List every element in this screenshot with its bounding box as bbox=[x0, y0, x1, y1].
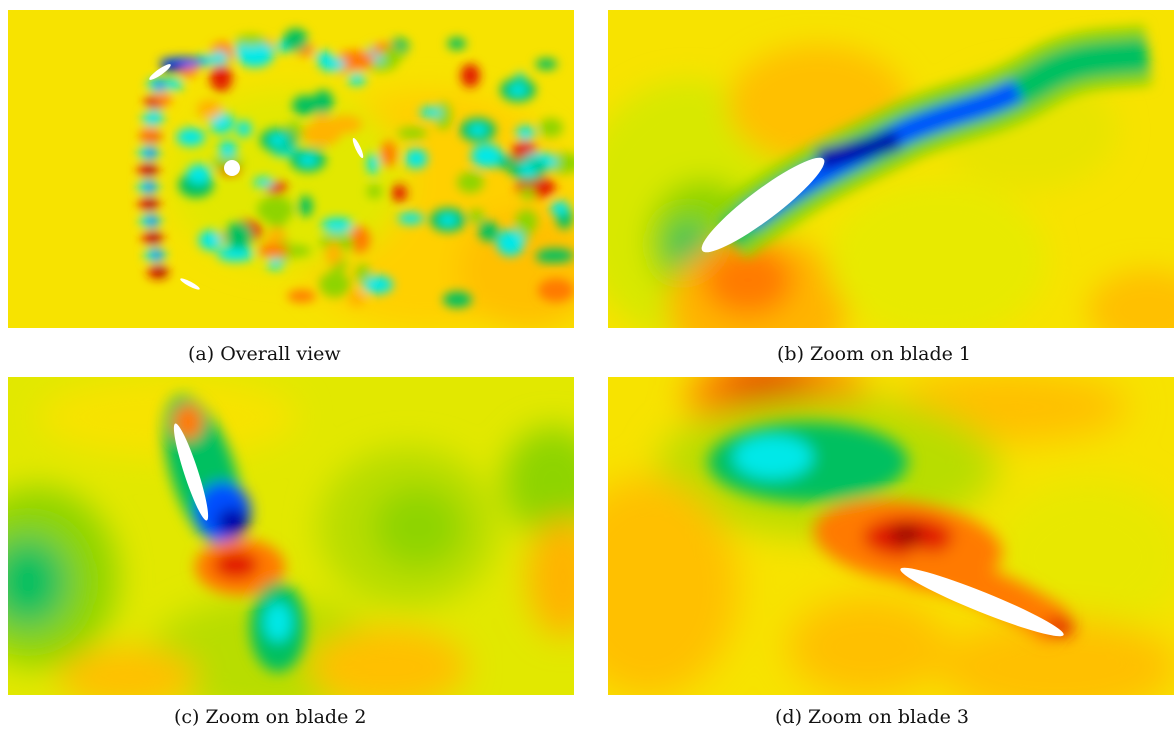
blade-3-field bbox=[608, 377, 1174, 695]
vortex-blob bbox=[460, 63, 481, 88]
vortex-blob bbox=[469, 124, 487, 136]
vortex-blob bbox=[550, 200, 570, 216]
vortex-blob bbox=[154, 81, 166, 89]
vortex-blob bbox=[519, 164, 537, 176]
vortex-blob bbox=[140, 127, 159, 140]
vortex-blob bbox=[404, 148, 428, 169]
vortex-blob bbox=[515, 209, 538, 234]
vortex-blob bbox=[144, 183, 157, 191]
vortex-blob bbox=[256, 196, 294, 224]
vortex-blob bbox=[537, 278, 574, 302]
blade-2-airfoil bbox=[173, 423, 209, 521]
blade-1-shape bbox=[149, 64, 171, 80]
vortex-pattern bbox=[137, 28, 574, 308]
vortex-blob bbox=[319, 57, 346, 72]
panel-zoom-blade-2 bbox=[8, 377, 574, 695]
vortex-blob bbox=[439, 214, 457, 226]
vortex-blob bbox=[224, 221, 254, 250]
vortex-blob bbox=[253, 177, 275, 188]
vortex-blob bbox=[509, 84, 527, 96]
blade-3-airfoil bbox=[900, 567, 1064, 637]
vortex-blob bbox=[269, 134, 287, 146]
vortex-blob bbox=[236, 120, 252, 137]
vortex-blob bbox=[538, 118, 564, 138]
blade-1-airfoil bbox=[701, 157, 825, 253]
vortex-blob bbox=[198, 230, 224, 251]
vortex-blob bbox=[447, 37, 467, 50]
vortex-blob bbox=[209, 64, 233, 92]
rotor-hub-shape bbox=[224, 160, 240, 176]
caption-overall-view: (a) Overall view bbox=[188, 343, 341, 365]
vortex-blob bbox=[355, 264, 371, 284]
vortex-blob bbox=[154, 268, 166, 276]
vortex-blob bbox=[165, 78, 184, 91]
vortex-blob bbox=[367, 153, 380, 175]
vortex-blob bbox=[348, 226, 371, 253]
vortex-blob bbox=[319, 271, 351, 298]
vortex-blob bbox=[292, 95, 319, 116]
vortex-blob bbox=[419, 106, 442, 119]
vortex-blob bbox=[266, 258, 284, 270]
vortex-blob bbox=[216, 246, 255, 262]
vortex-blob bbox=[380, 47, 406, 61]
vortex-blob bbox=[153, 93, 172, 106]
caption-zoom-blade-2: (c) Zoom on blade 2 bbox=[174, 706, 367, 728]
panel-overall-view bbox=[8, 10, 574, 328]
vortex-blob bbox=[298, 195, 313, 217]
vortex-blob bbox=[235, 39, 275, 68]
vortex-blob bbox=[235, 34, 266, 47]
vortex-blob bbox=[381, 140, 397, 167]
vortex-blob bbox=[325, 241, 343, 266]
vortex-blob bbox=[496, 229, 525, 257]
vortex-blob bbox=[457, 171, 484, 193]
vortex-blob bbox=[478, 220, 499, 242]
vortex-blob bbox=[146, 217, 159, 225]
vortex-blob bbox=[397, 127, 428, 139]
vortex-blob bbox=[516, 125, 536, 141]
vortex-blob bbox=[186, 164, 212, 185]
vortex-blob bbox=[257, 243, 290, 258]
vortex-blob bbox=[144, 166, 157, 174]
vortex-blob bbox=[144, 200, 157, 208]
vortex-blob bbox=[347, 73, 366, 86]
vortex-blob bbox=[327, 115, 363, 134]
panel-zoom-blade-1 bbox=[608, 10, 1174, 328]
vortex-blob bbox=[287, 289, 316, 303]
caption-zoom-blade-1: (b) Zoom on blade 1 bbox=[777, 343, 971, 365]
vortex-blob bbox=[145, 109, 164, 122]
vortex-blob bbox=[144, 149, 157, 157]
caption-zoom-blade-3: (d) Zoom on blade 3 bbox=[775, 706, 969, 728]
vortex-blob bbox=[366, 184, 382, 199]
vortex-blob bbox=[442, 291, 472, 308]
vortex-blob bbox=[299, 154, 317, 166]
blade-1-field bbox=[608, 10, 1174, 328]
overall-view-field bbox=[8, 10, 574, 328]
vortex-blob bbox=[283, 28, 309, 52]
vortex-blob bbox=[468, 209, 485, 224]
vortex-blob bbox=[348, 289, 366, 307]
vortex-blob bbox=[218, 140, 237, 158]
vortex-blob bbox=[176, 128, 205, 147]
vortex-blob bbox=[321, 217, 354, 233]
vortex-blob bbox=[148, 234, 161, 242]
vortex-blob bbox=[520, 187, 535, 200]
blade-2-shape bbox=[352, 137, 364, 159]
vortex-blob bbox=[362, 275, 394, 294]
vortex-blob bbox=[391, 184, 408, 202]
vortex-blob bbox=[535, 58, 558, 70]
vortex-blob bbox=[397, 212, 424, 225]
vortex-blob bbox=[196, 99, 223, 120]
vortex-blob bbox=[536, 248, 574, 263]
vortex-blob bbox=[470, 143, 503, 168]
blade-3-shape bbox=[180, 278, 200, 290]
panel-zoom-blade-3 bbox=[608, 377, 1174, 695]
blade-2-field bbox=[8, 377, 574, 695]
vortex-blob bbox=[151, 251, 164, 259]
vortex-blob bbox=[210, 50, 229, 67]
